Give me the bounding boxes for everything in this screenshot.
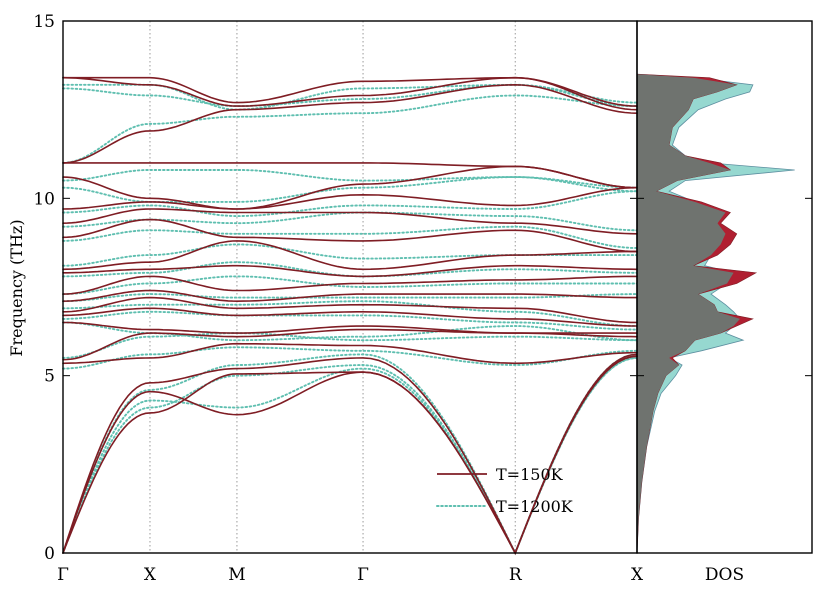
dos-frame: [636, 20, 813, 554]
y-tick-label-10: 10: [33, 189, 55, 209]
band-highT-1: [62, 356, 638, 556]
band-lowT-13: [62, 208, 638, 235]
plot-frame: [62, 20, 813, 554]
band-highT-13: [62, 211, 638, 232]
legend-label-low-T: T=150K: [496, 465, 564, 484]
y-axis-title: Frequency (THz): [7, 219, 26, 356]
band-lowT-1: [62, 355, 638, 555]
band-lowT-9: [62, 275, 638, 295]
band-lowT-12: [62, 218, 638, 253]
band-structure: [62, 76, 638, 556]
band-highT-10: [62, 261, 638, 278]
band-highT-9: [62, 275, 638, 296]
band-highT-7: [62, 300, 638, 327]
band-lowT-3: [62, 342, 638, 365]
dos-area-overlap: [637, 74, 740, 553]
band-highT-16: [62, 169, 638, 189]
x-tick-label-3: Γ: [357, 565, 369, 585]
band-highT-14: [62, 190, 638, 218]
band-highT-2: [62, 353, 638, 556]
band-highT-3: [62, 346, 638, 370]
band-lowT-5: [62, 321, 638, 334]
x-tick-label-4: R: [509, 565, 523, 585]
x-tick-label-1: X: [144, 565, 157, 585]
band-lowT-7: [62, 296, 638, 324]
band-highT-6: [62, 310, 638, 331]
y-tick-label-0: 0: [44, 544, 55, 564]
band-lowT-0: [62, 355, 638, 555]
y-tick-label-5: 5: [44, 367, 55, 387]
band-lowT-10: [62, 264, 638, 278]
band-highT-17: [62, 94, 638, 164]
legend-label-high-T: T=1200K: [496, 497, 574, 516]
axis-ticks: 0 5 10 15 Γ X M Γ R X DOS: [33, 12, 812, 585]
band-lowT-8: [62, 289, 638, 303]
band-highT-4: [62, 332, 638, 359]
band-highT-12: [62, 225, 638, 249]
y-tick-label-15: 15: [33, 12, 55, 32]
band-lowT-2: [62, 353, 638, 555]
band-highT-0: [62, 356, 638, 556]
band-lowT-19: [62, 76, 638, 107]
dos-panel: [636, 73, 795, 554]
band-lowT-16: [62, 162, 638, 189]
x-tick-label-5: X: [631, 565, 644, 585]
band-lowT-17: [62, 83, 638, 164]
band-lowT-11: [62, 240, 638, 271]
band-lowT-14: [62, 186, 638, 210]
x-tick-label-0: Γ: [57, 565, 69, 585]
band-lowT-6: [62, 307, 638, 327]
legend: T=150K T=1200K: [436, 465, 574, 516]
x-tick-label-2: M: [228, 565, 245, 585]
dos-axis-label: DOS: [705, 565, 744, 585]
band-highT-5: [62, 321, 638, 342]
